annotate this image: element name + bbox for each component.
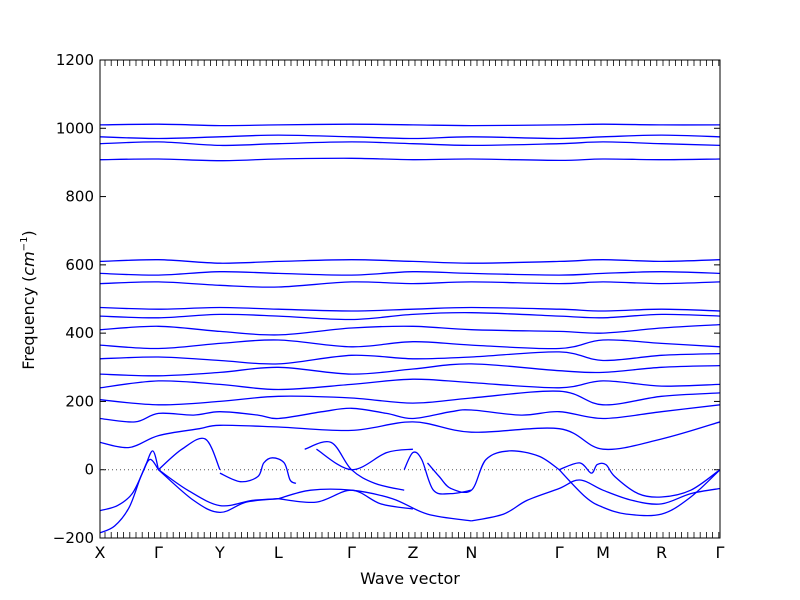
x-tick-label: N <box>465 543 477 562</box>
band-line-31 <box>100 123 720 127</box>
band-line-12 <box>471 479 720 522</box>
y-tick-label: 1000 <box>56 119 94 137</box>
x-tick-label: Γ <box>154 543 163 562</box>
band-line-23 <box>100 311 720 321</box>
x-tick-label: Γ <box>716 543 725 562</box>
y-axis-label-exponent: −1 <box>19 237 30 252</box>
band-line-5 <box>219 457 297 484</box>
x-tick-label: M <box>596 543 610 562</box>
band-line-24 <box>100 306 720 312</box>
y-axis-label-paren-close: ) <box>19 230 38 236</box>
band-line-18 <box>100 378 720 391</box>
band-series-group <box>100 123 720 534</box>
x-axis-label: Wave vector <box>360 569 460 588</box>
y-tick-label: 600 <box>65 256 94 274</box>
band-line-1 <box>100 450 160 512</box>
y-tick-label: 400 <box>65 324 94 342</box>
band-line-3 <box>158 469 279 507</box>
band-line-19 <box>100 363 720 377</box>
x-tick-label: R <box>656 543 667 562</box>
band-line-15 <box>100 421 720 451</box>
band-line-10 <box>403 451 472 495</box>
band-line-26 <box>100 271 720 276</box>
band-line-20 <box>100 351 720 365</box>
axis-ticks <box>100 59 720 539</box>
y-axis-label: Frequency (cm−1) <box>19 230 38 369</box>
y-axis-label-unit: cm <box>19 251 38 275</box>
y-axis-label-paren-open: ( <box>19 276 38 282</box>
x-tick-label: X <box>95 543 106 562</box>
band-line-27 <box>100 259 720 264</box>
band-line-22 <box>100 323 720 336</box>
band-line-11 <box>427 450 560 494</box>
y-tick-label: −200 <box>53 529 94 547</box>
y-tick-label: 0 <box>84 461 94 479</box>
x-tick-label: L <box>274 543 283 562</box>
y-axis-label-text: Frequency <box>19 282 38 370</box>
y-tick-label: 800 <box>65 188 94 206</box>
y-tick-label: 1200 <box>56 51 94 69</box>
band-line-4 <box>158 437 221 471</box>
band-line-9 <box>316 448 413 471</box>
band-line-17 <box>100 390 720 406</box>
band-line-29 <box>100 141 720 147</box>
band-line-14 <box>558 462 720 498</box>
x-tick-label: Γ <box>347 543 356 562</box>
band-line-13 <box>558 469 720 517</box>
plot-frame <box>99 59 721 539</box>
band-line-0 <box>100 458 160 534</box>
band-line-25 <box>100 281 720 288</box>
band-line-16 <box>100 404 720 423</box>
x-tick-label: Y <box>214 543 225 562</box>
band-line-7 <box>278 488 472 522</box>
y-tick-label: 200 <box>65 392 94 410</box>
x-tick-label: Γ <box>555 543 564 562</box>
x-tick-label: Z <box>407 543 418 562</box>
band-line-28 <box>100 157 720 162</box>
band-line-30 <box>100 134 720 140</box>
band-line-21 <box>100 339 720 350</box>
tick-labels: −200 0 200 400 600 800 1000 1200 X Γ Y L Γ Z N Γ M R Γ <box>53 51 725 562</box>
